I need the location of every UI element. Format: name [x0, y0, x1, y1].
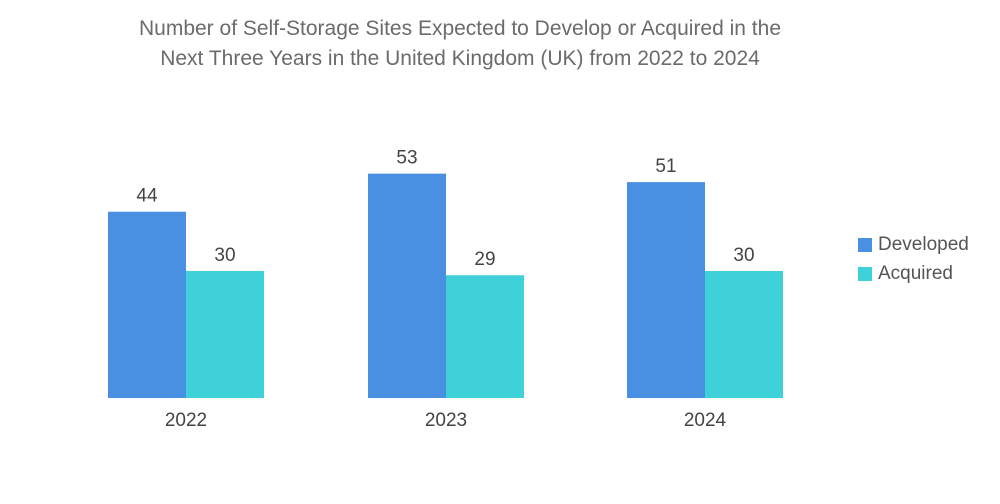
legend-swatch-developed: [858, 237, 872, 252]
data-label-acquired-2022: 30: [214, 245, 235, 266]
x-tick-label-2023: 2023: [425, 410, 467, 431]
data-label-developed-2022: 44: [136, 186, 158, 207]
bar-acquired-2023: [446, 275, 524, 398]
x-tick-label-2024: 2024: [684, 410, 727, 431]
data-label-developed-2024: 51: [655, 156, 676, 177]
x-tick-label-2022: 2022: [165, 410, 207, 431]
chart-title: Number of Self-Storage Sites Expected to…: [60, 14, 860, 74]
legend-label-acquired: Acquired: [878, 262, 953, 284]
bar-acquired-2024: [705, 271, 783, 398]
data-label-developed-2023: 53: [396, 148, 417, 169]
legend-label-developed: Developed: [878, 233, 969, 255]
data-label-acquired-2023: 29: [474, 249, 495, 270]
legend-item-developed: Developed: [858, 230, 969, 259]
chart-title-line-1: Number of Self-Storage Sites Expected to…: [138, 17, 782, 40]
bar-developed-2023: [368, 173, 446, 398]
bar-acquired-2022: [186, 271, 264, 398]
legend-item-acquired: Acquired: [858, 259, 969, 288]
bar-developed-2024: [627, 182, 705, 398]
chart-title-line-2: Next Three Years in the United Kingdom (…: [160, 47, 760, 70]
chart-legend: Developed Acquired: [858, 230, 969, 288]
data-label-acquired-2024: 30: [733, 245, 754, 266]
bar-developed-2022: [108, 211, 186, 398]
legend-swatch-acquired: [858, 266, 872, 281]
